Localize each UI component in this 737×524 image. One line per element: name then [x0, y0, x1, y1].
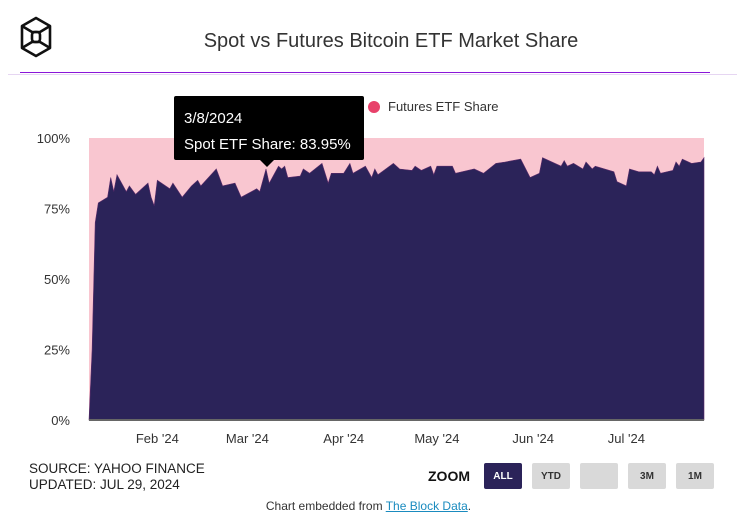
zoom-label: ZOOM	[428, 468, 470, 484]
x-tick-label: Apr '24	[323, 431, 364, 446]
x-tick-label: Mar '24	[226, 431, 269, 446]
the-block-logo	[20, 16, 52, 58]
x-tick-label: Jul '24	[608, 431, 645, 446]
legend-item-futures[interactable]: Futures ETF Share	[368, 99, 499, 114]
x-tick-label: Feb '24	[136, 431, 179, 446]
zoom-all-button[interactable]: ALL	[484, 463, 522, 489]
y-tick-label: 75%	[44, 202, 70, 217]
tooltip-date: 3/8/2024	[184, 110, 243, 127]
legend-label-futures: Futures ETF Share	[388, 99, 499, 114]
title-divider	[20, 72, 710, 73]
zoom-ytd-button[interactable]: YTD	[532, 463, 570, 489]
updated-text: UPDATED: JUL 29, 2024	[29, 477, 180, 492]
area-chart: 0% 25% 50% 75% 100% Feb '24 Mar '24 Apr '24 May …	[37, 131, 705, 446]
embed-prefix: Chart embedded from	[265, 499, 386, 513]
chart-title: Spot vs Futures Bitcoin ETF Market Share	[203, 30, 579, 52]
zoom-1m-button[interactable]: 1M	[676, 463, 714, 489]
zoom-blank-button[interactable]	[580, 463, 618, 489]
source-text: SOURCE: YAHOO FINANCE	[29, 461, 205, 476]
the-block-data-link[interactable]: The Block Data	[385, 499, 468, 513]
embed-credit: Chart embedded from The Block Data.	[0, 499, 737, 513]
y-tick-label: 25%	[44, 343, 70, 358]
title-divider-shadow	[8, 74, 737, 75]
x-tick-label: May '24	[414, 431, 459, 446]
tooltip-value: Spot ETF Share: 83.95%	[184, 136, 351, 153]
y-tick-label: 0%	[51, 413, 70, 428]
x-tick-label: Jun '24	[512, 431, 554, 446]
spot-area	[88, 156, 705, 421]
y-tick-label: 50%	[44, 272, 70, 287]
zoom-controls: ZOOM ALL YTD 3M 1M	[428, 463, 718, 489]
tooltip: 3/8/2024 Spot ETF Share: 83.95%	[174, 96, 364, 167]
zoom-3m-button[interactable]: 3M	[628, 463, 666, 489]
source-info: SOURCE: YAHOO FINANCE UPDATED: JUL 29, 2…	[29, 461, 205, 493]
y-tick-label: 100%	[37, 131, 71, 146]
embed-suffix: .	[467, 499, 472, 513]
legend-marker-futures	[368, 100, 380, 113]
